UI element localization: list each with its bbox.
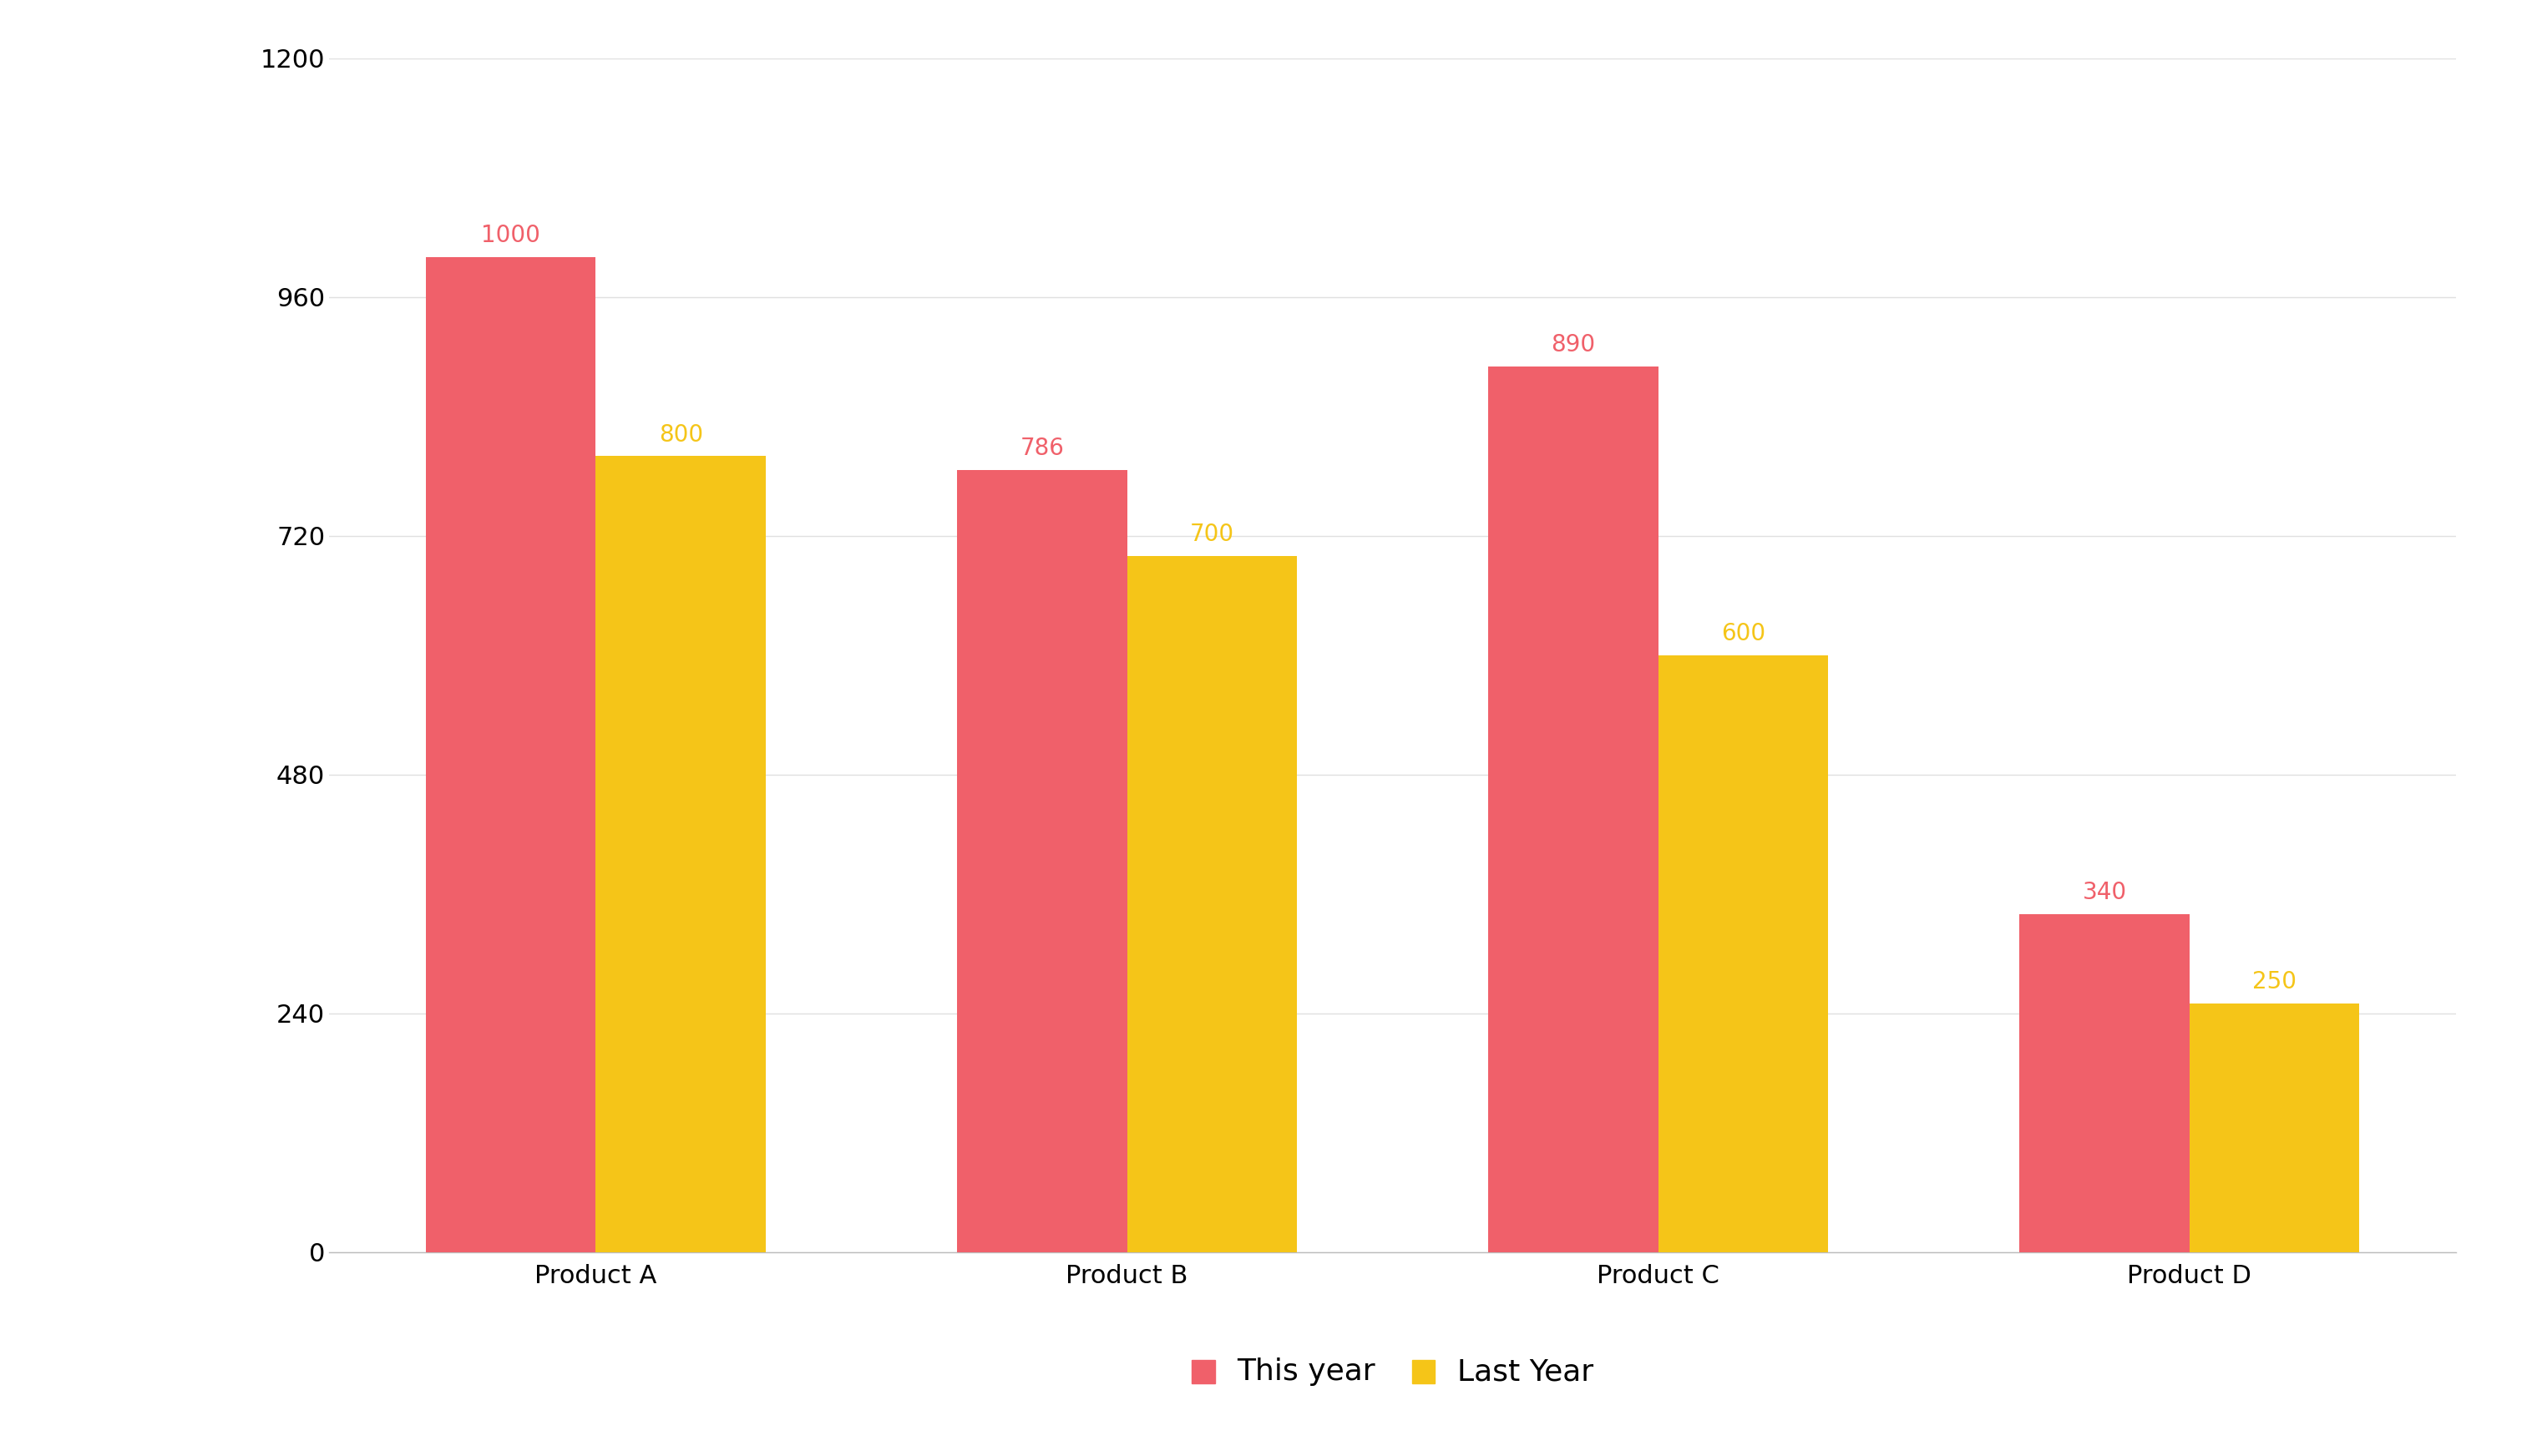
Text: 340: 340 (2081, 881, 2127, 904)
Legend: This year, Last Year: This year, Last Year (1180, 1344, 1605, 1398)
Text: 1000: 1000 (481, 224, 539, 248)
Bar (2021, 914, 2190, 1252)
Bar (1489, 367, 1658, 1252)
Bar (425, 258, 595, 1252)
Text: 250: 250 (2253, 970, 2297, 993)
Bar (1127, 556, 1296, 1252)
Bar (957, 470, 1127, 1252)
Bar (2190, 1003, 2360, 1252)
Text: 786: 786 (1020, 437, 1063, 460)
Bar (1658, 655, 1828, 1252)
Text: 800: 800 (658, 422, 704, 446)
Text: 890: 890 (1552, 333, 1595, 357)
Bar (595, 456, 765, 1252)
Text: 600: 600 (1722, 622, 1765, 645)
Text: 700: 700 (1190, 523, 1233, 546)
